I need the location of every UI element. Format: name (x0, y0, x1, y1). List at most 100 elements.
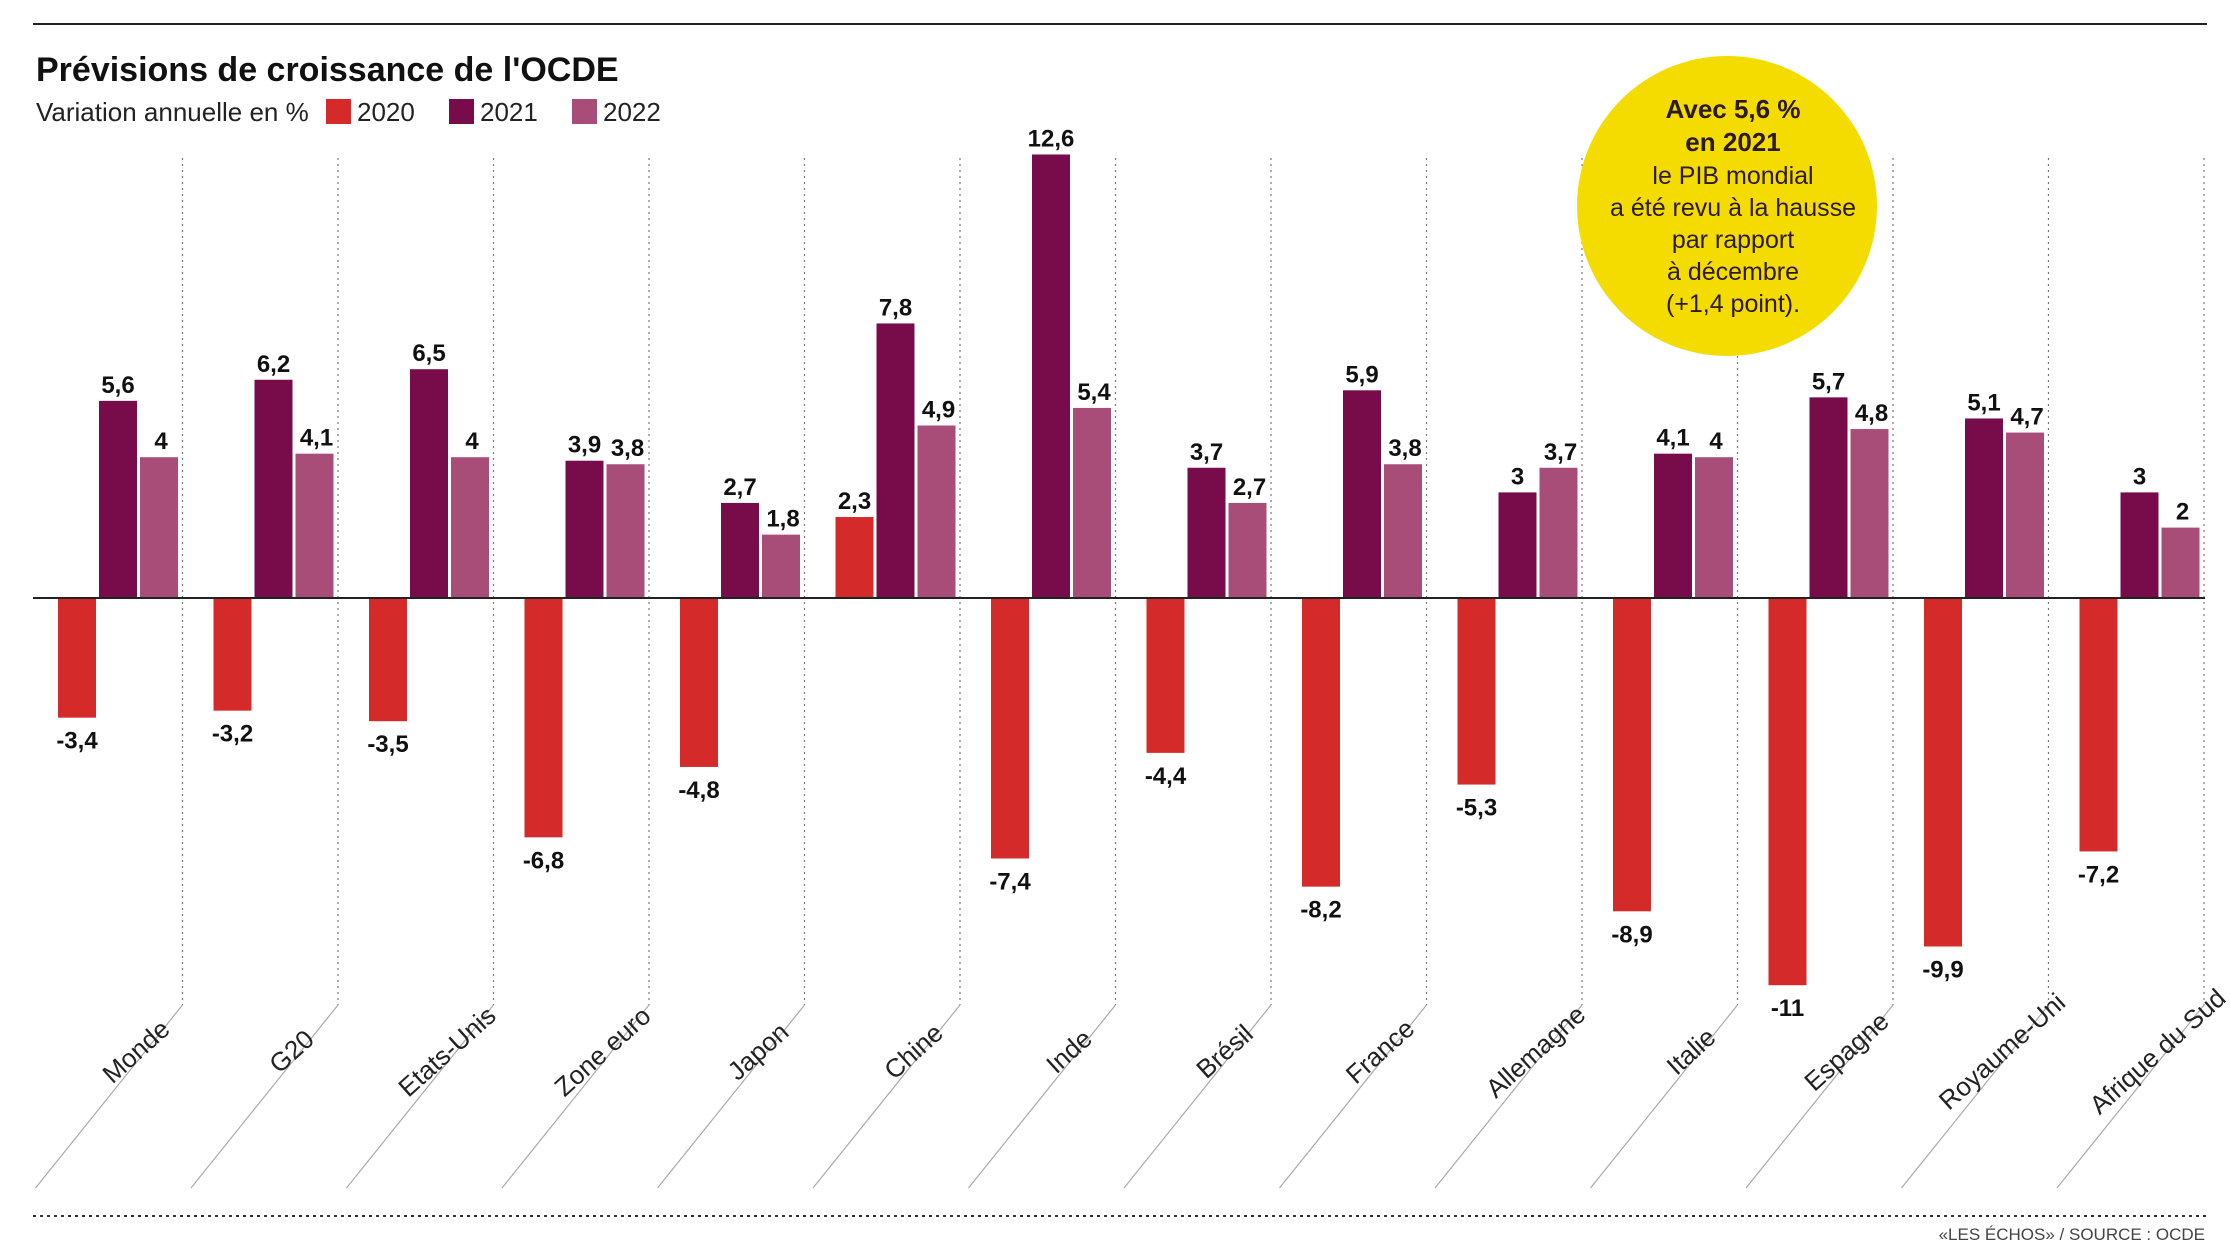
value-label-chine-2020: 2,3 (838, 488, 871, 515)
bar-allemagne-2020 (1457, 598, 1496, 785)
label-guide-inde (968, 1004, 1116, 1189)
category-label-italie: Italie (1661, 1022, 1722, 1081)
label-guide-allemagne (1434, 1004, 1583, 1189)
value-label-inde-2021: 12,6 (1028, 125, 1075, 152)
label-guide-etats-unis (346, 1004, 494, 1189)
bar-allemagne-2022 (1539, 467, 1578, 598)
value-label-japon-2021: 2,7 (723, 474, 756, 501)
value-label-zone-euro-2021: 3,9 (568, 432, 601, 459)
value-label-france-2021: 5,9 (1345, 361, 1378, 388)
bars (58, 154, 2200, 986)
legend-label-2022: 2022 (603, 97, 661, 127)
category-label-bresil: Brésil (1190, 1018, 1258, 1084)
bar-royaume-uni-2021 (1965, 418, 2003, 598)
bar-bresil-2022 (1228, 502, 1267, 598)
label-guide-monde (35, 1004, 183, 1189)
bar-chine-2020 (835, 517, 874, 598)
value-label-chine-2022: 4,9 (922, 397, 955, 424)
category-dividers (35, 158, 2205, 1189)
category-label-inde: Inde (1040, 1023, 1098, 1079)
value-label-afrique-du-sud-2020: -7,2 (2078, 861, 2119, 888)
category-label-monde: Monde (96, 1014, 175, 1089)
category-label-g20: G20 (263, 1024, 320, 1079)
bar-afrique-du-sud-2021 (2120, 492, 2159, 598)
category-label-allemagne: Allemagne (1480, 999, 1591, 1104)
value-label-inde-2022: 5,4 (1077, 379, 1111, 406)
value-label-afrique-du-sud-2022: 2 (2176, 499, 2189, 526)
value-label-etats-unis-2022: 4 (465, 428, 479, 455)
annotation-circle (1577, 56, 1877, 356)
value-label-bresil-2021: 3,7 (1190, 439, 1223, 466)
value-label-royaume-uni-2021: 5,1 (1967, 389, 2000, 416)
category-label-espagne: Espagne (1798, 1006, 1894, 1097)
label-guide-bresil (1123, 1004, 1272, 1189)
bar-espagne-2021 (1809, 397, 1848, 598)
category-label-chine: Chine (878, 1017, 949, 1085)
category-label-zone-euro: Zone euro (548, 1001, 656, 1103)
value-label-allemagne-2022: 3,7 (1544, 439, 1577, 466)
value-label-inde-2020: -7,4 (989, 868, 1031, 895)
category-labels: Monde G20 Etats-Unis Zone euro Japon Chine Ind… (96, 983, 2230, 1120)
value-label-monde-2020: -3,4 (56, 728, 98, 755)
annotation-line-3: par rapport (1672, 226, 1794, 254)
legend-label-2021: 2021 (480, 97, 538, 127)
category-label-france: France (1340, 1013, 1420, 1089)
bar-zone-euro-2022 (606, 464, 645, 598)
value-label-france-2022: 3,8 (1388, 435, 1421, 462)
bar-etats-unis-2021 (410, 369, 448, 598)
value-label-italie-2021: 4,1 (1656, 425, 1689, 452)
value-label-italie-2020: -8,9 (1611, 921, 1652, 948)
bar-etats-unis-2020 (369, 598, 407, 722)
annotation-bold-line-2: en 2021 (1685, 127, 1780, 157)
bar-afrique-du-sud-2020 (2079, 598, 2118, 852)
bar-royaume-uni-2022 (2006, 432, 2044, 598)
value-label-afrique-du-sud-2021: 3 (2133, 463, 2146, 490)
bar-afrique-du-sud-2022 (2161, 527, 2200, 598)
value-label-zone-euro-2022: 3,8 (611, 435, 644, 462)
bar-allemagne-2021 (1498, 492, 1537, 598)
bar-etats-unis-2022 (451, 457, 489, 598)
bar-chine-2021 (876, 323, 915, 598)
annotation-line-4: à décembre (1667, 258, 1799, 286)
value-label-france-2020: -8,2 (1300, 897, 1341, 924)
value-label-italie-2022: 4 (1709, 428, 1723, 455)
bar-japon-2021 (721, 502, 759, 598)
value-labels: -3,4 5,6 4 -3,2 6,2 4,1 -3,5 6,5 4 -6,8 3,9 3,8 -4,8… (56, 125, 2189, 1022)
value-label-bresil-2022: 2,7 (1233, 474, 1266, 501)
bar-zone-euro-2020 (524, 598, 563, 838)
annotation-bubble: Avec 5,6 % en 2021 le PIB mondial a été … (1577, 56, 1877, 356)
bar-inde-2021 (1032, 154, 1070, 599)
label-guide-zone-euro (501, 1004, 650, 1189)
annotation-line-2: a été revu à la hausse (1610, 194, 1856, 222)
bar-france-2020 (1302, 598, 1340, 887)
bar-italie-2020 (1613, 598, 1651, 912)
value-label-chine-2021: 7,8 (879, 294, 912, 321)
label-guide-royaume-uni (1901, 1004, 2049, 1189)
bar-inde-2020 (991, 598, 1029, 859)
bar-monde-2020 (58, 598, 96, 718)
value-label-espagne-2020: -11 (1771, 995, 1804, 1022)
chart-title: Prévisions de croissance de l'OCDE (36, 51, 619, 89)
legend-swatch-2020 (326, 99, 351, 124)
bar-zone-euro-2021 (565, 460, 604, 598)
value-label-monde-2022: 4 (154, 428, 168, 455)
value-label-royaume-uni-2022: 4,7 (2010, 404, 2043, 431)
label-guide-afrique-du-sud (2056, 1004, 2205, 1189)
value-label-espagne-2022: 4,8 (1855, 400, 1888, 427)
label-guide-chine (812, 1004, 961, 1189)
bar-france-2021 (1343, 390, 1381, 598)
value-label-etats-unis-2021: 6,5 (412, 340, 445, 367)
annotation-bold-line-1: Avec 5,6 % (1666, 94, 1801, 124)
bar-bresil-2021 (1187, 467, 1226, 598)
bar-italie-2022 (1695, 457, 1733, 598)
value-label-royaume-uni-2020: -9,9 (1922, 956, 1963, 983)
bar-inde-2022 (1073, 407, 1111, 598)
bar-g20-2020 (213, 598, 252, 711)
bar-chine-2022 (917, 425, 956, 598)
value-label-allemagne-2020: -5,3 (1456, 795, 1497, 822)
value-label-japon-2020: -4,8 (678, 777, 719, 804)
bar-espagne-2020 (1768, 598, 1807, 986)
annotation-line-1: le PIB mondial (1652, 162, 1813, 190)
bar-monde-2021 (99, 400, 137, 598)
